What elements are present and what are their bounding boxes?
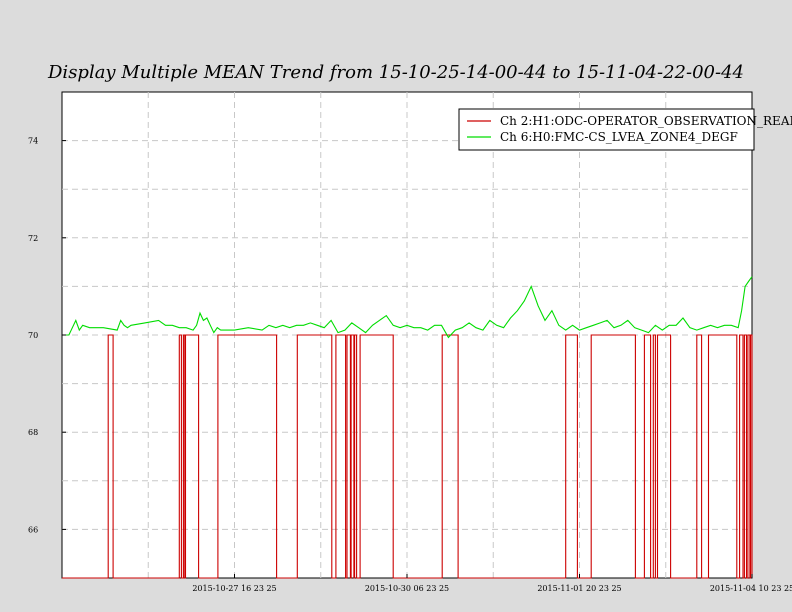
series-layer	[62, 276, 753, 579]
x-tick-label: 2015-11-01 20 23 25	[537, 584, 621, 593]
legend: Ch 2:H1:ODC-OPERATOR_OBSERVATION_READY C…	[458, 108, 792, 151]
y-tick-label: 74	[28, 137, 38, 146]
x-axis: 2015-10-27 16 23 25 2015-10-30 06 23 25 20…	[192, 574, 792, 593]
y-tick-label: 68	[28, 428, 38, 437]
legend-label-red: Ch 2:H1:ODC-OPERATOR_OBSERVATION_READY	[500, 114, 792, 128]
y-tick-label: 70	[28, 331, 38, 340]
series-line-lvea-zone4-degf	[62, 276, 753, 339]
x-tick-label: 2015-10-27 16 23 25	[192, 584, 276, 593]
y-axis: 66 68 70 72 74	[28, 137, 66, 534]
x-tick-label: 2015-11-04 10 23 25	[710, 584, 792, 593]
x-tick-label: 2015-10-30 06 23 25	[365, 584, 449, 593]
chart-title: Display Multiple MEAN Trend from 15-10-2…	[47, 62, 744, 83]
legend-box	[458, 108, 755, 151]
legend-label-green: Ch 6:H0:FMC-CS_LVEA_ZONE4_DEGF	[500, 130, 738, 144]
series-line-observation-ready	[62, 334, 753, 579]
y-tick-label: 72	[28, 234, 38, 243]
y-tick-label: 66	[28, 525, 38, 534]
